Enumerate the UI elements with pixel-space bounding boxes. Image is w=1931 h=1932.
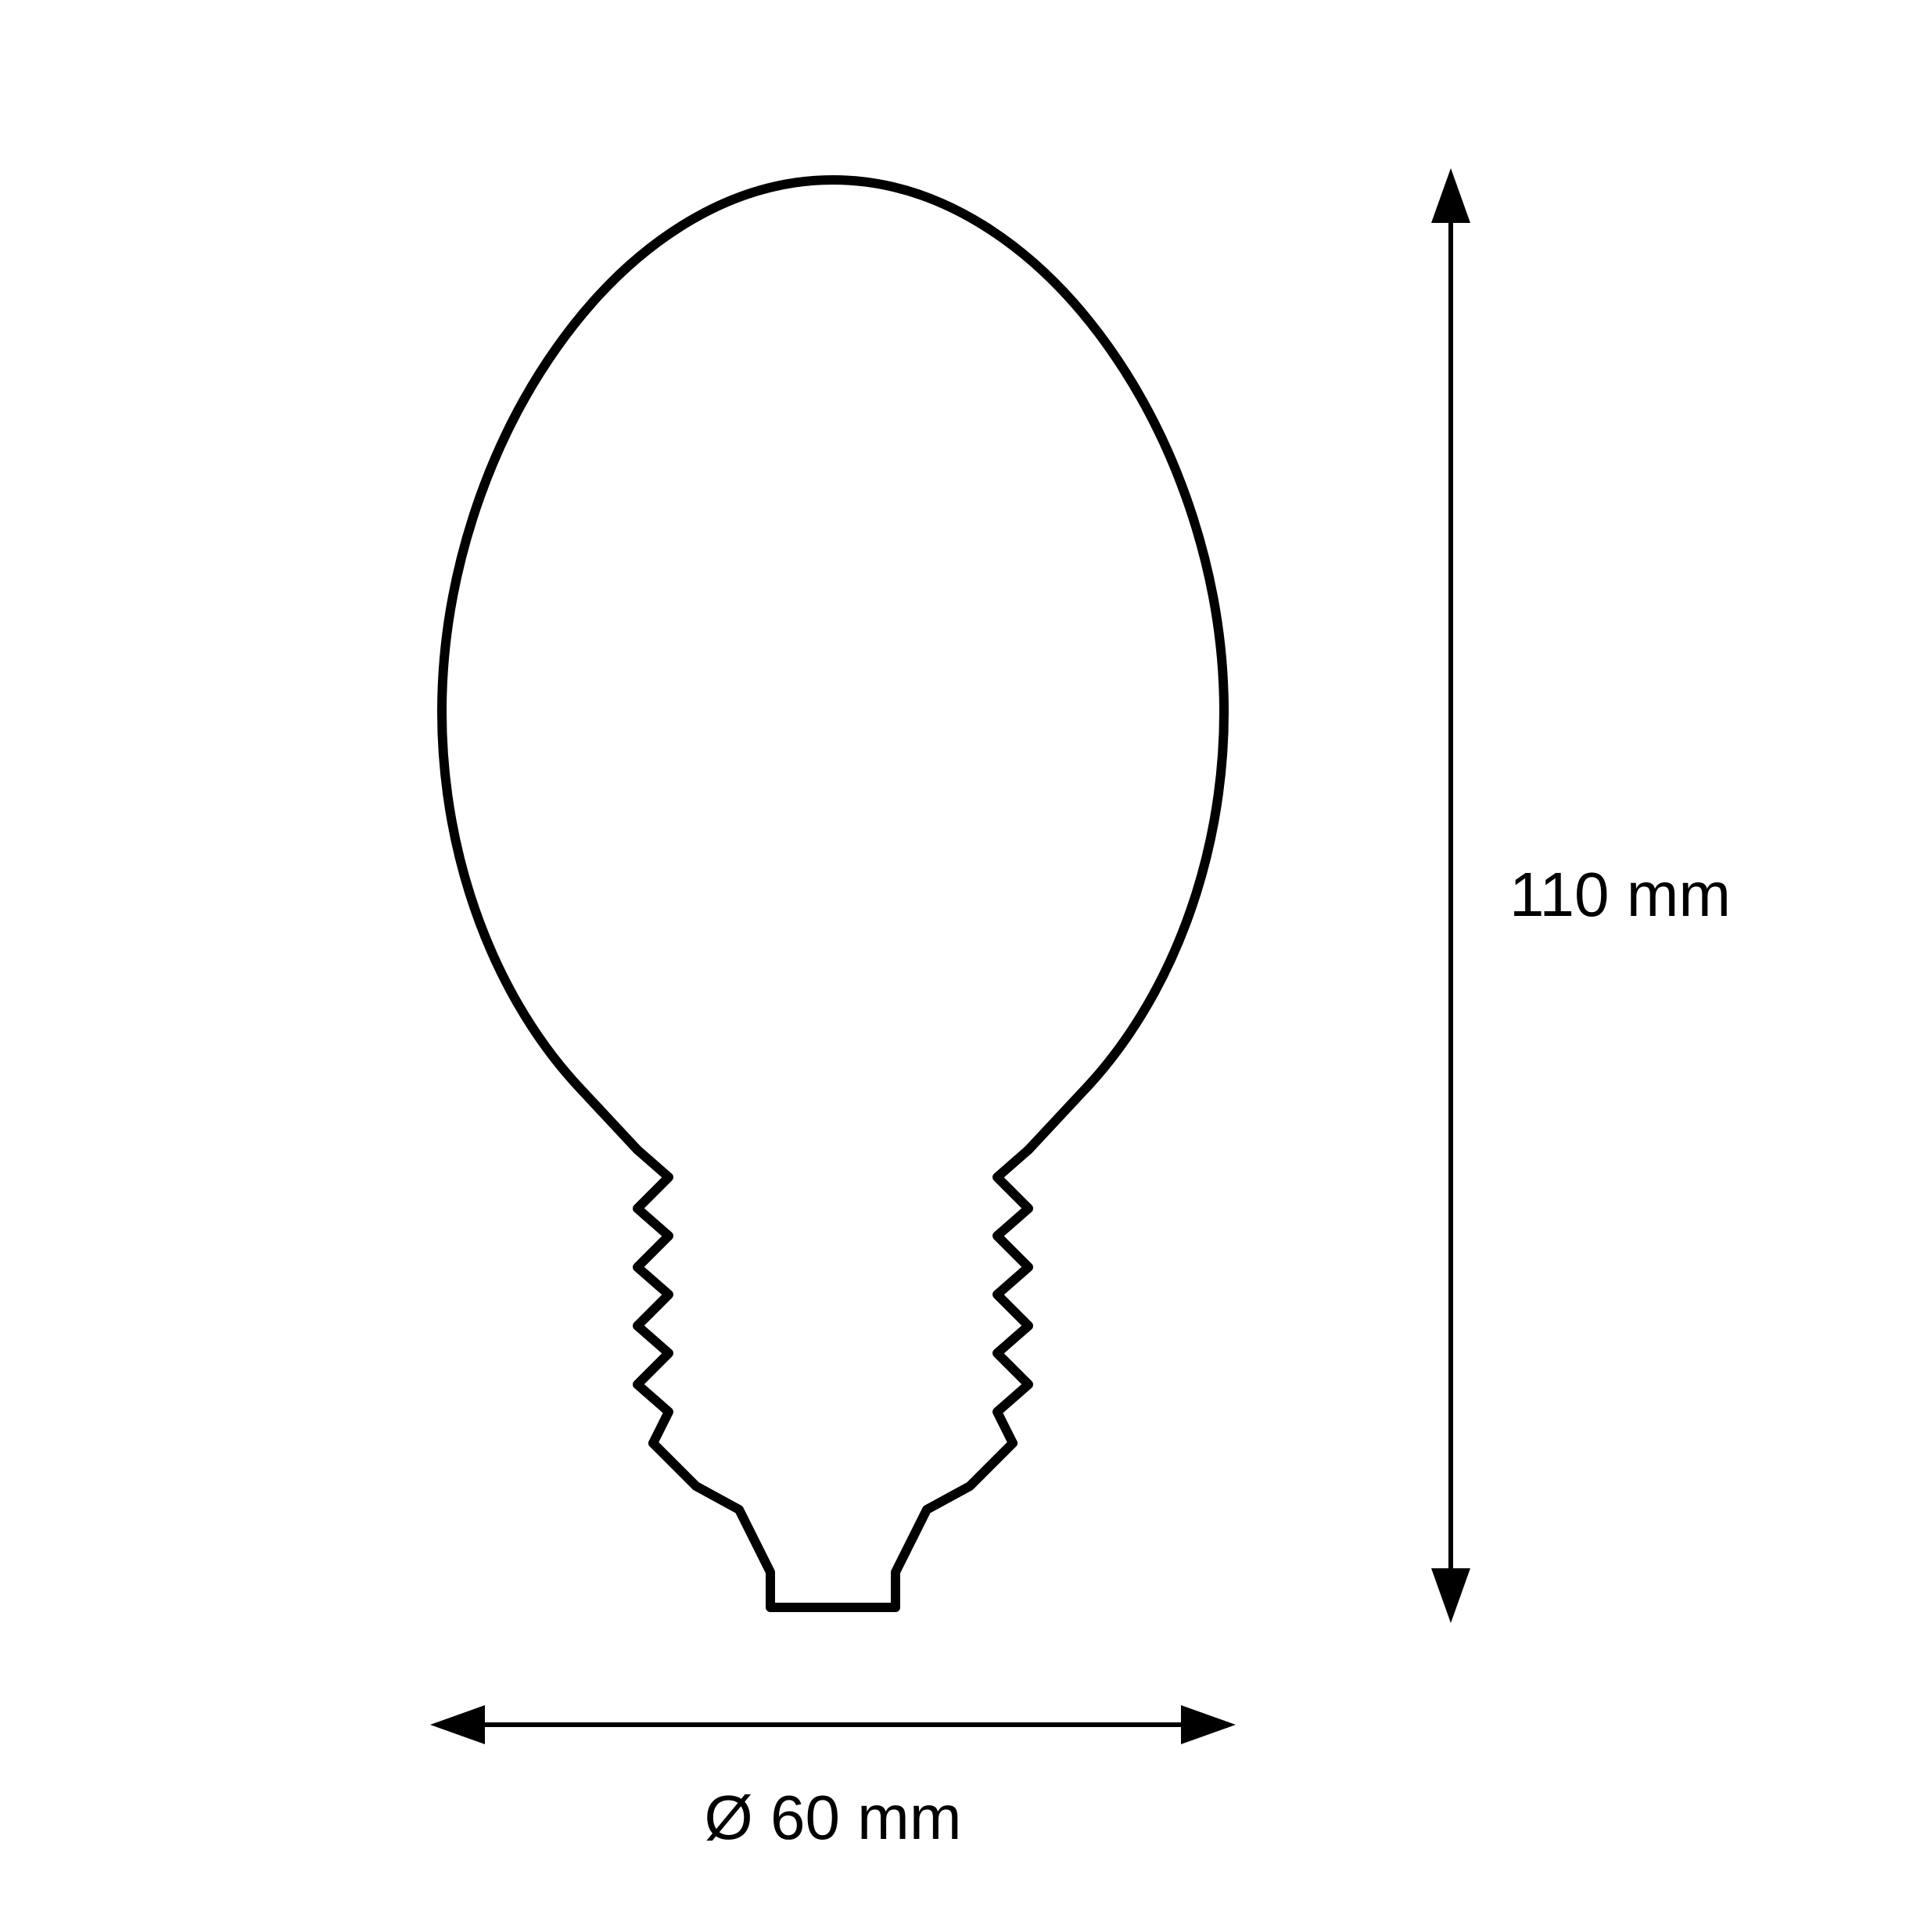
height-arrow-top bbox=[1431, 168, 1470, 223]
bulb-glass-path bbox=[442, 180, 1224, 1150]
lightbulb-outline bbox=[442, 180, 1224, 1607]
height-label: 110 mm bbox=[1509, 860, 1731, 929]
base-collar bbox=[653, 1443, 1013, 1607]
diagram-svg: 110 mm Ø 60 mm bbox=[0, 0, 1931, 1932]
diagram-canvas: 110 mm Ø 60 mm bbox=[0, 0, 1931, 1932]
bulb-neck-left bbox=[583, 1091, 637, 1150]
width-arrow-left bbox=[430, 1705, 485, 1744]
width-label: Ø 60 mm bbox=[705, 1783, 962, 1852]
width-dimension: Ø 60 mm bbox=[430, 1705, 1236, 1852]
height-dimension: 110 mm bbox=[1431, 168, 1731, 1623]
screw-thread-left bbox=[637, 1150, 669, 1443]
width-arrow-right bbox=[1181, 1705, 1236, 1744]
height-arrow-bottom bbox=[1431, 1568, 1470, 1623]
screw-thread-right bbox=[997, 1150, 1028, 1443]
